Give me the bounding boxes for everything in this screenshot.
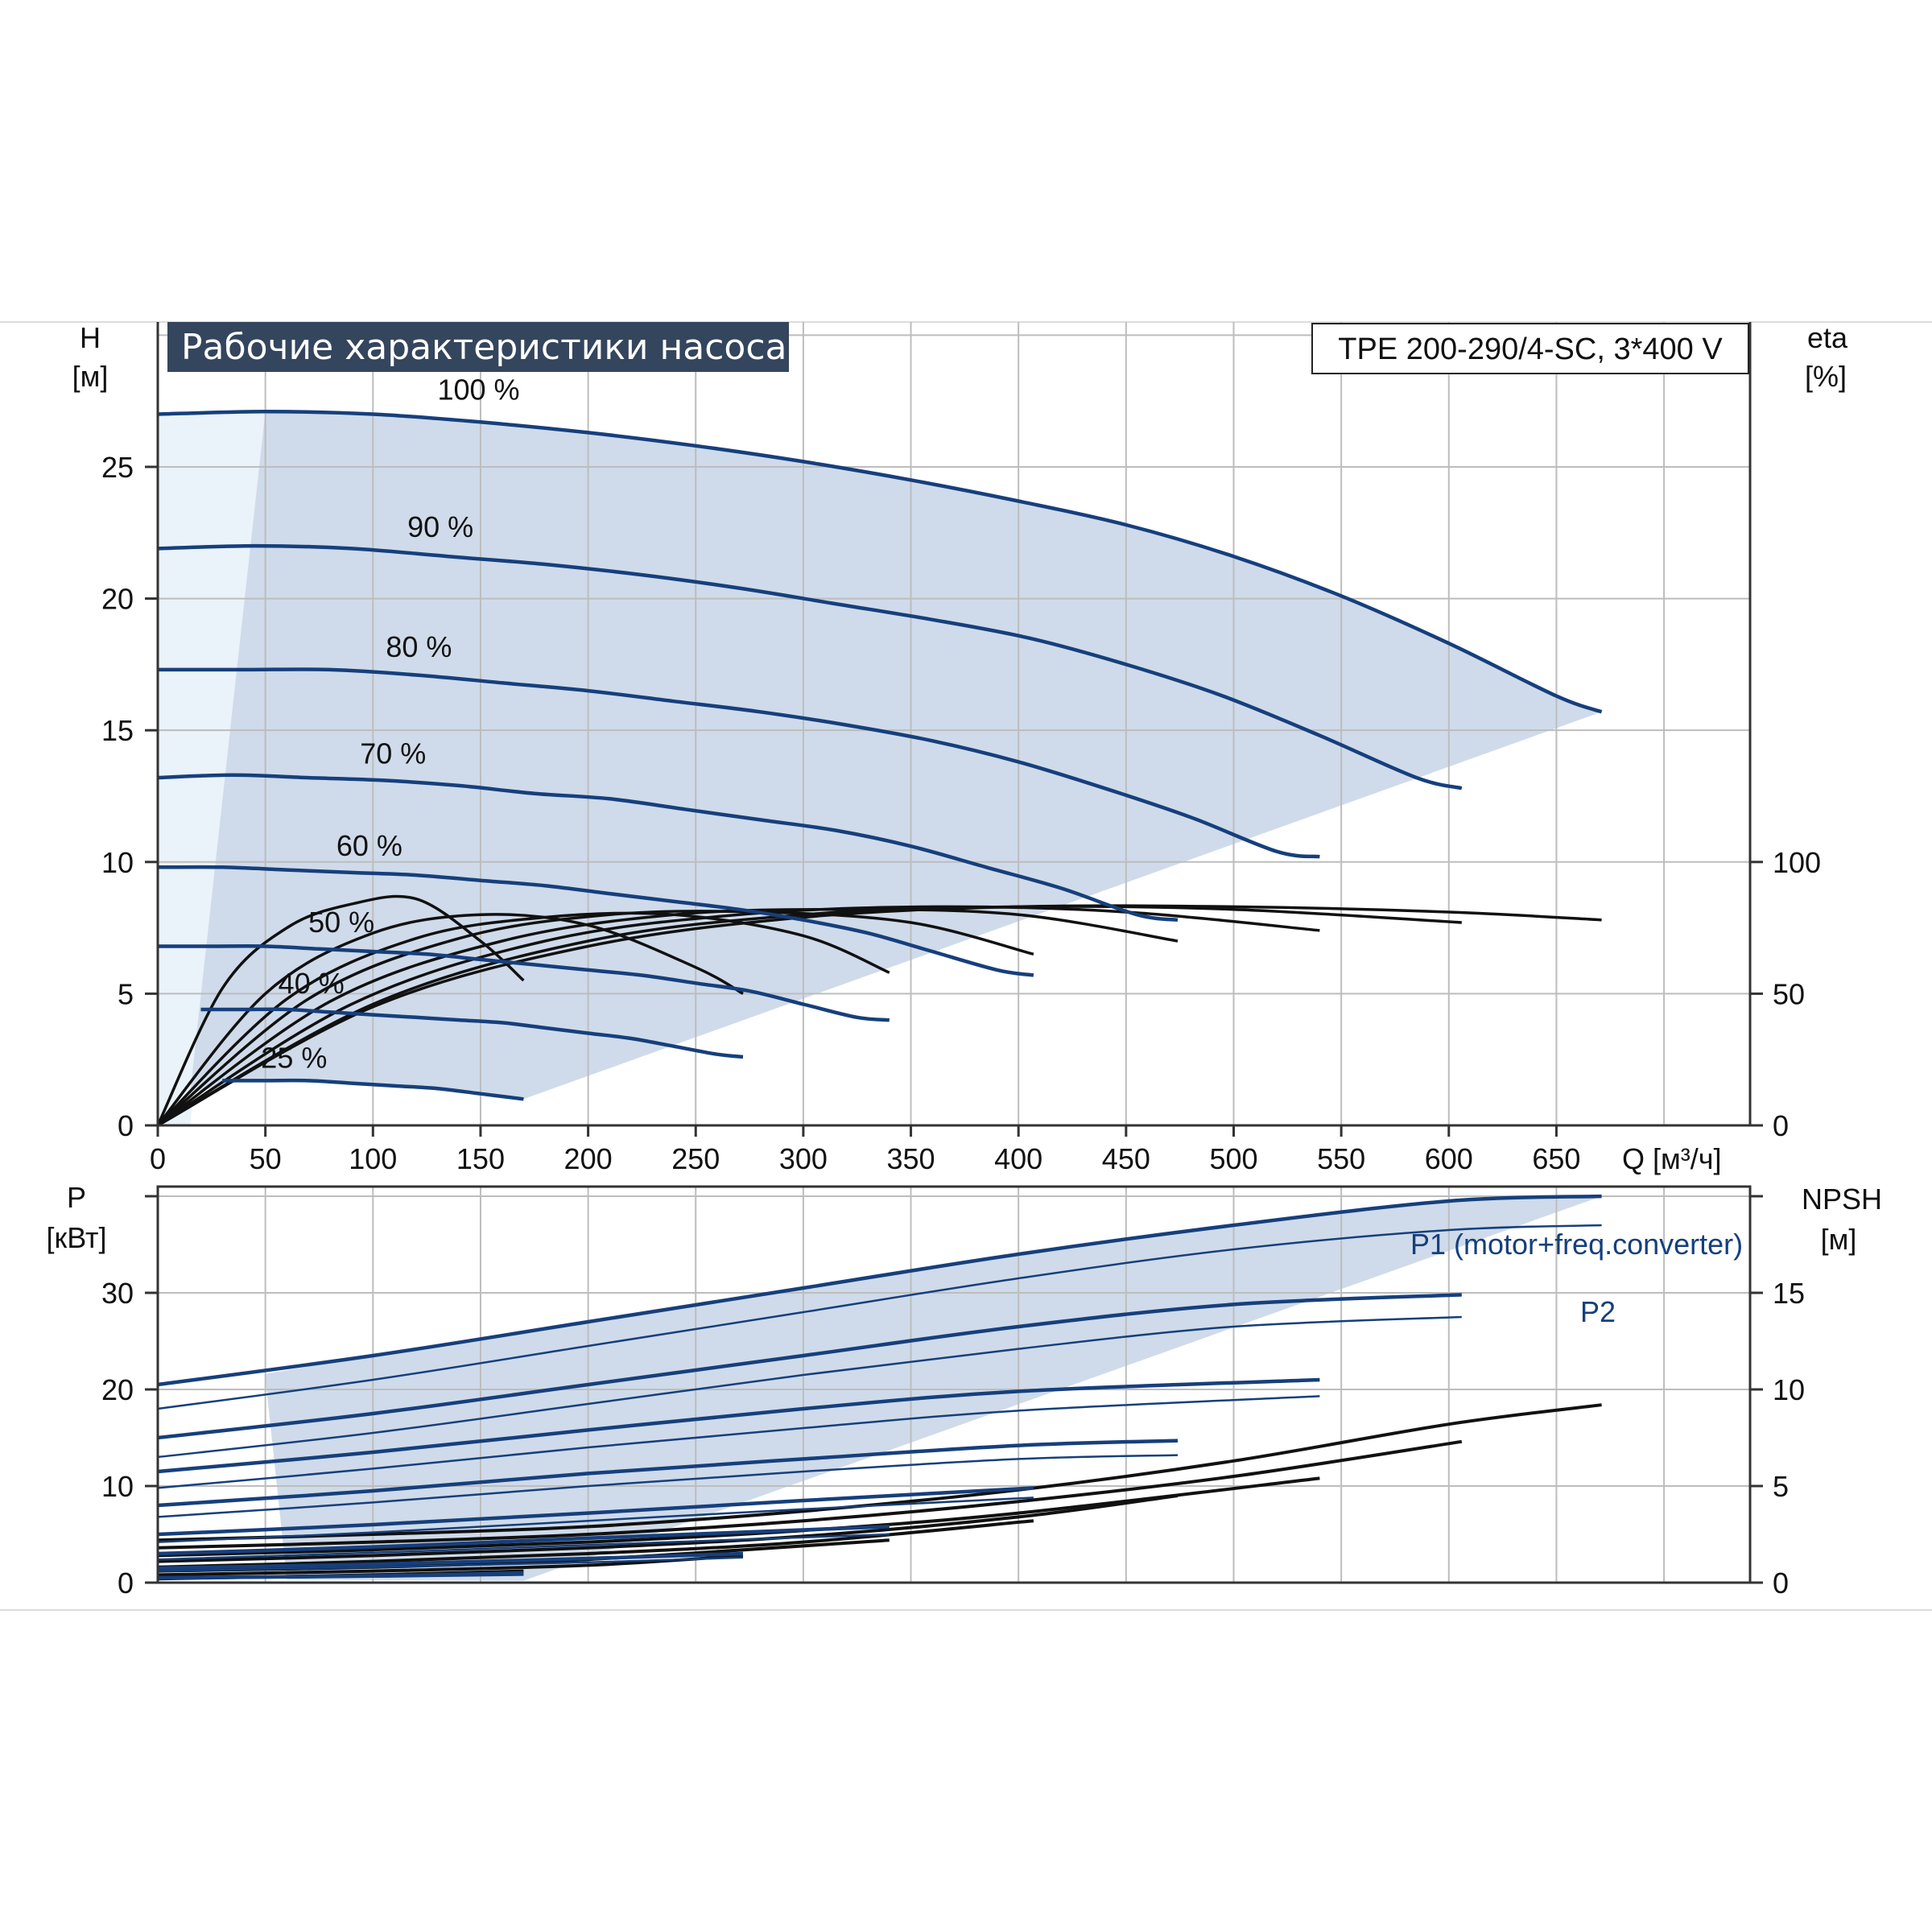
x-tick-label: 650 (1532, 1142, 1580, 1175)
operating-band-area (190, 411, 1602, 1100)
model-label: TPE 200-290/4-SC, 3*400 V (1338, 332, 1723, 366)
chart-title: Рабочие характеристики насоса (181, 327, 786, 368)
x-tick-label: 200 (564, 1142, 613, 1175)
y2-tick-label: 100 (1773, 846, 1821, 879)
npsh-tick-label: 15 (1773, 1277, 1805, 1310)
x-tick-label: 500 (1209, 1142, 1257, 1175)
speed-label: 25 % (261, 1041, 327, 1074)
y2-tick-label: 50 (1773, 977, 1805, 1010)
p1-curve (157, 1194, 1602, 1387)
p1-curve (157, 1293, 1462, 1440)
npsh-axis-unit: [м] (1821, 1223, 1857, 1256)
speed-label: 100 % (437, 373, 519, 406)
npsh-curve (157, 1403, 1602, 1542)
head-curves (157, 410, 1603, 1101)
p2-curve (157, 1533, 890, 1561)
head-curve (157, 773, 1179, 923)
y-tick-label: 15 (101, 714, 134, 747)
p1-curve (157, 1571, 524, 1580)
y-tick-label: 20 (101, 583, 134, 616)
title-badge (167, 322, 789, 372)
x-tick-label: 400 (994, 1142, 1042, 1175)
eta-axis-unit: [%] (1805, 360, 1847, 393)
p1-curve (157, 1486, 1034, 1537)
speed-label: 70 % (360, 737, 426, 770)
x-tick-label: 100 (349, 1142, 397, 1175)
p2-curve (157, 1315, 1462, 1459)
p1-curves (157, 1194, 1602, 1580)
speed-label: 40 % (279, 967, 345, 1000)
x-tick-label: 150 (456, 1142, 505, 1175)
x-tick-label: 250 (671, 1142, 720, 1175)
p1-curve (157, 1551, 744, 1571)
model-box (1311, 323, 1749, 374)
speed-label: 90 % (407, 510, 473, 543)
x-tick-label: 50 (250, 1142, 282, 1175)
speed-label: 80 % (386, 630, 452, 663)
p2-curve (157, 1454, 1179, 1518)
head-curve (157, 543, 1463, 791)
power-axes: 0 10 20 30 0 5 10 15 (101, 1185, 1805, 1600)
x-tick-label: 350 (887, 1142, 935, 1175)
power-band-area (265, 1196, 1602, 1581)
head-curve (158, 667, 1320, 859)
p2-curve (157, 1395, 1320, 1489)
p2-curve (157, 1496, 1034, 1543)
h-axis-label: H (80, 321, 101, 354)
y-tick-label: 25 (101, 451, 134, 484)
p-tick-label: 20 (101, 1373, 134, 1406)
head-curve (222, 1078, 524, 1101)
x-tick-label: 450 (1102, 1142, 1150, 1175)
p-tick-label: 0 (118, 1567, 134, 1600)
npsh-tick-label: 5 (1773, 1470, 1789, 1503)
npsh-curve (157, 1476, 1320, 1558)
eta-axis-label: eta (1807, 321, 1848, 354)
npsh-tick-label: 0 (1773, 1567, 1789, 1600)
y2-tick-label: 0 (1773, 1109, 1789, 1142)
head-curve (157, 410, 1603, 714)
x-tick-label: 550 (1317, 1142, 1365, 1175)
p2-curve (157, 1224, 1602, 1410)
p2-legend-label: P2 (1580, 1295, 1616, 1328)
x-tick-label: 300 (779, 1142, 828, 1175)
y-tick-label: 0 (118, 1109, 134, 1142)
speed-labels: 100 % 90 % 80 % 70 % 60 % 50 % 40 % 25 % (261, 373, 519, 1074)
p1-curve (157, 1525, 890, 1556)
efficiency-curve (156, 910, 1034, 1127)
npsh-tick-label: 10 (1773, 1373, 1805, 1406)
p2-curves (157, 1224, 1602, 1580)
power-operating-band (265, 1196, 1602, 1581)
head-curve (157, 943, 890, 1022)
p2-curve (157, 1556, 744, 1572)
p-axis-unit: [кВт] (46, 1221, 106, 1254)
npsh-curve (157, 1494, 1179, 1563)
p-tick-label: 10 (101, 1470, 134, 1503)
p-tick-label: 30 (101, 1277, 134, 1310)
p1-curve (157, 1439, 1179, 1508)
efficiency-curve (157, 904, 1602, 1127)
head-curve (200, 1007, 744, 1059)
h-axis-unit: [м] (72, 360, 109, 393)
x-tick-label: 600 (1425, 1142, 1473, 1175)
p1-curve (157, 1377, 1320, 1474)
npsh-axis-label: NPSH (1802, 1183, 1882, 1216)
q-axis-label: Q [м³/ч] (1622, 1142, 1722, 1175)
speed-label: 50 % (308, 906, 374, 939)
p1-legend-label: P1 (motor+freq.converter) (1410, 1228, 1743, 1261)
speed-label: 60 % (336, 829, 402, 862)
head-curve (157, 865, 1034, 977)
y-tick-label: 5 (118, 977, 134, 1010)
power-frame (156, 1185, 1752, 1584)
p-axis-label: P (67, 1181, 86, 1214)
x-tick-label: 0 (150, 1142, 166, 1175)
efficiency-curve (156, 913, 744, 1127)
power-grid (157, 1187, 1750, 1583)
y-tick-label: 10 (101, 846, 134, 879)
npsh-curve (157, 1439, 1463, 1550)
